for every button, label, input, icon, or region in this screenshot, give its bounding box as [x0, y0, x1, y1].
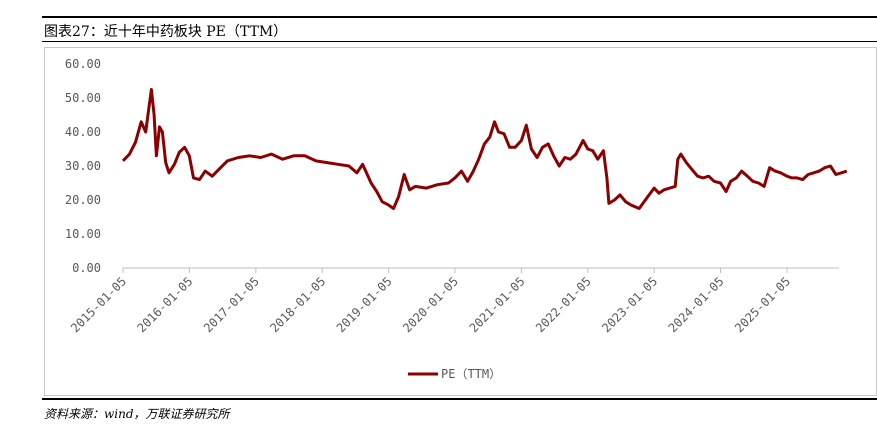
y-tick-label: 40.00 [65, 125, 101, 139]
x-tick-label: 2023-01-05 [599, 274, 660, 335]
x-tick-label: 2022-01-05 [533, 274, 594, 335]
x-tick-label: 2024-01-05 [666, 274, 727, 335]
chart-frame: 0.00 10.00 20.00 30.00 40.00 50.00 60.00 2015-0… [44, 47, 877, 396]
x-tick-label: 2020-01-05 [400, 274, 461, 335]
y-tick-label: 50.00 [65, 91, 101, 105]
figure-source: 资料来源：wind，万联证券研究所 [44, 407, 230, 421]
legend-label: PE（TTM） [441, 367, 501, 381]
title-top-rule [42, 16, 877, 18]
x-tick-label: 2018-01-05 [267, 274, 328, 335]
y-tick-label: 30.00 [65, 159, 101, 173]
title-bottom-rule [42, 41, 877, 42]
y-tick-label: 0.00 [72, 261, 101, 275]
pe-line-chart: 0.00 10.00 20.00 30.00 40.00 50.00 60.00 2015-0… [65, 57, 848, 381]
y-tick-label: 10.00 [65, 227, 101, 241]
series-line-pe [121, 88, 848, 210]
x-tick-label: 2015-01-05 [68, 274, 129, 335]
x-tick-label: 2025-01-05 [732, 274, 793, 335]
y-tick-label: 20.00 [65, 193, 101, 207]
figure-header: 图表27：近十年中药板块 PE（TTM） [0, 0, 877, 44]
figure-title: 图表27：近十年中药板块 PE（TTM） [44, 24, 288, 40]
x-tick-label: 2016-01-05 [134, 274, 195, 335]
y-tick-label: 60.00 [65, 57, 101, 71]
x-tick-label: 2017-01-05 [201, 274, 262, 335]
source-rule [42, 398, 877, 400]
x-tick-label: 2019-01-05 [334, 274, 395, 335]
x-tick-label: 2021-01-05 [467, 274, 528, 335]
